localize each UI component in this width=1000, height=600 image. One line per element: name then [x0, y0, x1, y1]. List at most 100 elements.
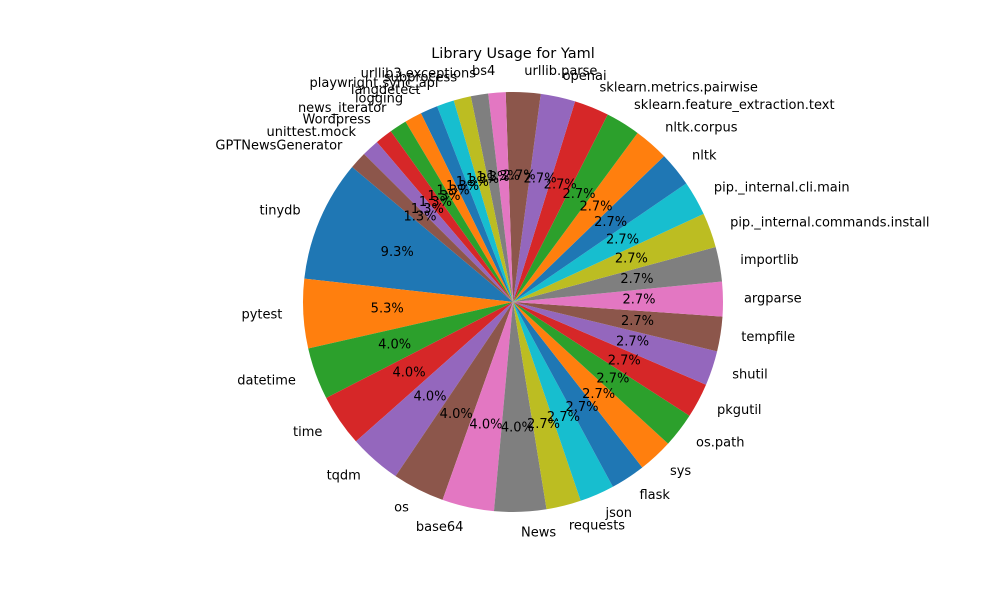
pie-label-tempfile: tempfile	[741, 330, 795, 345]
pie-percent-urllib-parse: 2.7%	[503, 169, 536, 184]
pie-label-pip-internal-commands-install: pip._internal.commands.install	[730, 215, 929, 230]
chart-title: Library Usage for Yaml	[431, 46, 595, 62]
pie-slice-tinydb	[304, 167, 513, 302]
pie-slice-os-path	[513, 302, 690, 444]
pie-slice-wordpress	[376, 131, 513, 302]
pie-percent-labels: 9.3%5.3%4.0%4.0%4.0%4.0%4.0%4.0%2.7%2.7%…	[371, 169, 656, 436]
pie-percent-datetime: 4.0%	[378, 338, 411, 353]
pie-percent-unittest-mock: 1.3%	[411, 202, 444, 217]
pie-label-openai: openai	[563, 69, 607, 84]
pie-slice-playwright-sync-api	[437, 100, 513, 302]
pie-percent-pip-internal-cli-main: 2.7%	[606, 232, 639, 247]
pie-percent-news: 4.0%	[501, 420, 534, 435]
pie-percent-shutil: 2.7%	[616, 334, 649, 349]
pie-label-tqdm: tqdm	[327, 468, 361, 483]
pie-slice-tqdm	[355, 302, 513, 477]
pie-label-news-iterator: news_iterator	[298, 101, 387, 116]
pie-label-subprocess: subprocess	[384, 70, 457, 85]
pie-slice-pip-internal-cli-main	[513, 183, 704, 302]
pie-label-sklearn-metrics-pairwise: sklearn.metrics.pairwise	[600, 80, 758, 95]
pie-percent-openai: 2.7%	[524, 171, 557, 186]
pie-slice-importlib	[513, 246, 722, 302]
pie-percent-wordpress: 1.3%	[419, 195, 452, 210]
pie-label-unittest-mock: unittest.mock	[266, 125, 356, 140]
pie-slice-logging	[405, 113, 513, 302]
pie-label-tinydb: tinydb	[260, 203, 301, 218]
pie-slice-bs4	[488, 92, 513, 302]
pie-label-pkgutil: pkgutil	[717, 403, 762, 418]
pie-slice-flask	[513, 302, 643, 487]
pie-percent-os: 4.0%	[440, 407, 473, 422]
pie-percent-os-path: 2.7%	[596, 371, 629, 386]
pie-slice-gptnewsgenerator	[352, 154, 513, 302]
pie-label-urllib-parse: urllib.parse	[524, 64, 597, 79]
pie-label-news: News	[521, 525, 556, 540]
pie-label-wordpress: Wordpress	[303, 112, 371, 127]
pie-percent-pytest: 5.3%	[371, 302, 404, 317]
pie-label-json: json	[604, 506, 632, 521]
pie-label-gptnewsgenerator: GPTNewsGenerator	[215, 139, 343, 154]
pie-percent-json: 2.7%	[547, 410, 580, 425]
pie-percent-requests: 2.7%	[527, 417, 560, 432]
pie-percent-tinydb: 9.3%	[381, 245, 414, 260]
pie-label-shutil: shutil	[732, 367, 768, 382]
pie-slice-openai	[513, 93, 576, 303]
pie-percent-nltk: 2.7%	[594, 215, 627, 230]
pie-slice-news-iterator	[390, 121, 513, 302]
pie-percent-pkgutil: 2.7%	[608, 354, 641, 369]
pie-slice-time	[326, 302, 513, 442]
pie-label-langdetect: langdetect	[351, 83, 421, 98]
pie-percent-sklearn-metrics-pairwise: 2.7%	[544, 178, 577, 193]
pie-label-requests: requests	[569, 519, 625, 534]
pie-slice-sys	[513, 302, 669, 468]
pie-percent-playwright-sync-api: 1.3%	[456, 175, 489, 190]
pie-slice-langdetect	[420, 106, 513, 302]
pie-slice-base64	[442, 302, 513, 512]
pie-percent-tempfile: 2.7%	[621, 314, 654, 329]
pie-percent-gptnewsgenerator: 1.3%	[403, 210, 436, 225]
pie-slice-datetime	[308, 302, 513, 398]
pie-label-os: os	[394, 501, 409, 516]
pie-label-flask: flask	[639, 488, 670, 503]
pie-percent-langdetect: 1.3%	[446, 179, 479, 194]
pie-percent-flask: 2.7%	[565, 400, 598, 415]
pie-percent-base64: 4.0%	[469, 418, 502, 433]
pie-percent-tqdm: 4.0%	[413, 389, 446, 404]
pie-label-nltk-corpus: nltk.corpus	[665, 121, 738, 136]
pie-slice-json	[513, 302, 613, 501]
pie-label-base64: base64	[416, 520, 464, 535]
pie-label-argparse: argparse	[744, 291, 802, 306]
pie-slice-urllib3-exceptions	[470, 93, 513, 303]
pie-slice-news	[493, 302, 547, 513]
pie-percent-time: 4.0%	[393, 366, 426, 381]
pie-slice-argparse	[513, 281, 723, 317]
pie-label-urllib3-exceptions: urllib3.exceptions	[361, 66, 477, 81]
pie-percent-bs4: 1.3%	[487, 169, 520, 184]
pie-label-logging: logging	[355, 91, 403, 106]
pie-percent-sys: 2.7%	[582, 387, 615, 402]
pie-slice-os	[395, 302, 513, 500]
pie-label-importlib: importlib	[740, 253, 798, 268]
pie-percent-subprocess: 1.3%	[466, 172, 499, 187]
pie-slice-sklearn-feature-extraction-text	[513, 114, 638, 302]
pie-percent-logging: 1.3%	[437, 184, 470, 199]
pie-slice-pytest	[303, 278, 513, 349]
pie-slices	[303, 92, 723, 513]
pie-slice-pip-internal-commands-install	[513, 213, 716, 302]
pie-slice-nltk	[513, 156, 687, 302]
pie-label-nltk: nltk	[692, 149, 717, 164]
pie-slice-urllib-parse	[505, 92, 541, 303]
pie-percent-sklearn-feature-extraction-text: 2.7%	[563, 187, 596, 202]
pie-labels: tinydb pytest datetime time tqdm os base64 News…	[215, 64, 929, 541]
pie-slice-tempfile	[513, 302, 723, 352]
pie-label-os-path: os.path	[696, 435, 744, 450]
pie-label-datetime: datetime	[237, 374, 296, 389]
pie-slice-unittest-mock	[363, 142, 513, 302]
pie-slice-nltk-corpus	[513, 132, 665, 302]
pie-label-time: time	[293, 425, 322, 440]
pie-label-pip-internal-cli-main: pip._internal.cli.main	[714, 180, 850, 195]
pie-label-sklearn-feature-extraction-text: sklearn.feature_extraction.text	[634, 98, 835, 113]
pie-percent-news-iterator: 1.3%	[427, 189, 460, 204]
